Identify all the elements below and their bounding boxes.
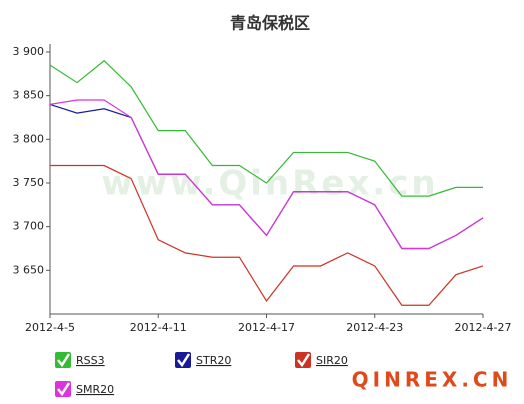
legend-check: [57, 353, 71, 368]
legend-item: SIR20: [295, 352, 348, 368]
legend-label: SMR20: [76, 383, 114, 396]
y-tick-label: 3 800: [13, 132, 45, 145]
chart-title: 青岛保税区: [230, 14, 310, 33]
legend-label: STR20: [196, 354, 231, 367]
x-tick-label: 2012-4-27: [455, 321, 512, 334]
legend-item: SMR20: [55, 381, 114, 397]
legend-check: [57, 382, 71, 397]
legend-label: RSS3: [76, 354, 105, 367]
y-tick-label: 3 650: [13, 263, 45, 276]
y-tick-label: 3 700: [13, 220, 45, 233]
x-tick-label: 2012-4-11: [130, 321, 187, 334]
legend-check: [297, 353, 311, 368]
line-series: [49, 59, 483, 197]
legend-check: [177, 353, 191, 368]
line-series: [50, 164, 484, 306]
logo: QINREX.CN: [352, 368, 513, 392]
x-tick-label: 2012-4-17: [238, 321, 295, 334]
line-series: [49, 99, 484, 250]
y-tick-label: 3 850: [13, 89, 45, 102]
y-tick-label: 3 750: [13, 176, 45, 189]
watermark: www.QinRex.cn: [101, 164, 438, 204]
x-tick-label: 2012-4-5: [25, 321, 75, 334]
legend-label: SIR20: [316, 354, 348, 367]
y-tick-label: 3 900: [13, 45, 45, 58]
legend-item: STR20: [175, 352, 231, 368]
x-tick-label: 2012-4-23: [346, 321, 403, 334]
legend-item: RSS3: [55, 352, 105, 368]
